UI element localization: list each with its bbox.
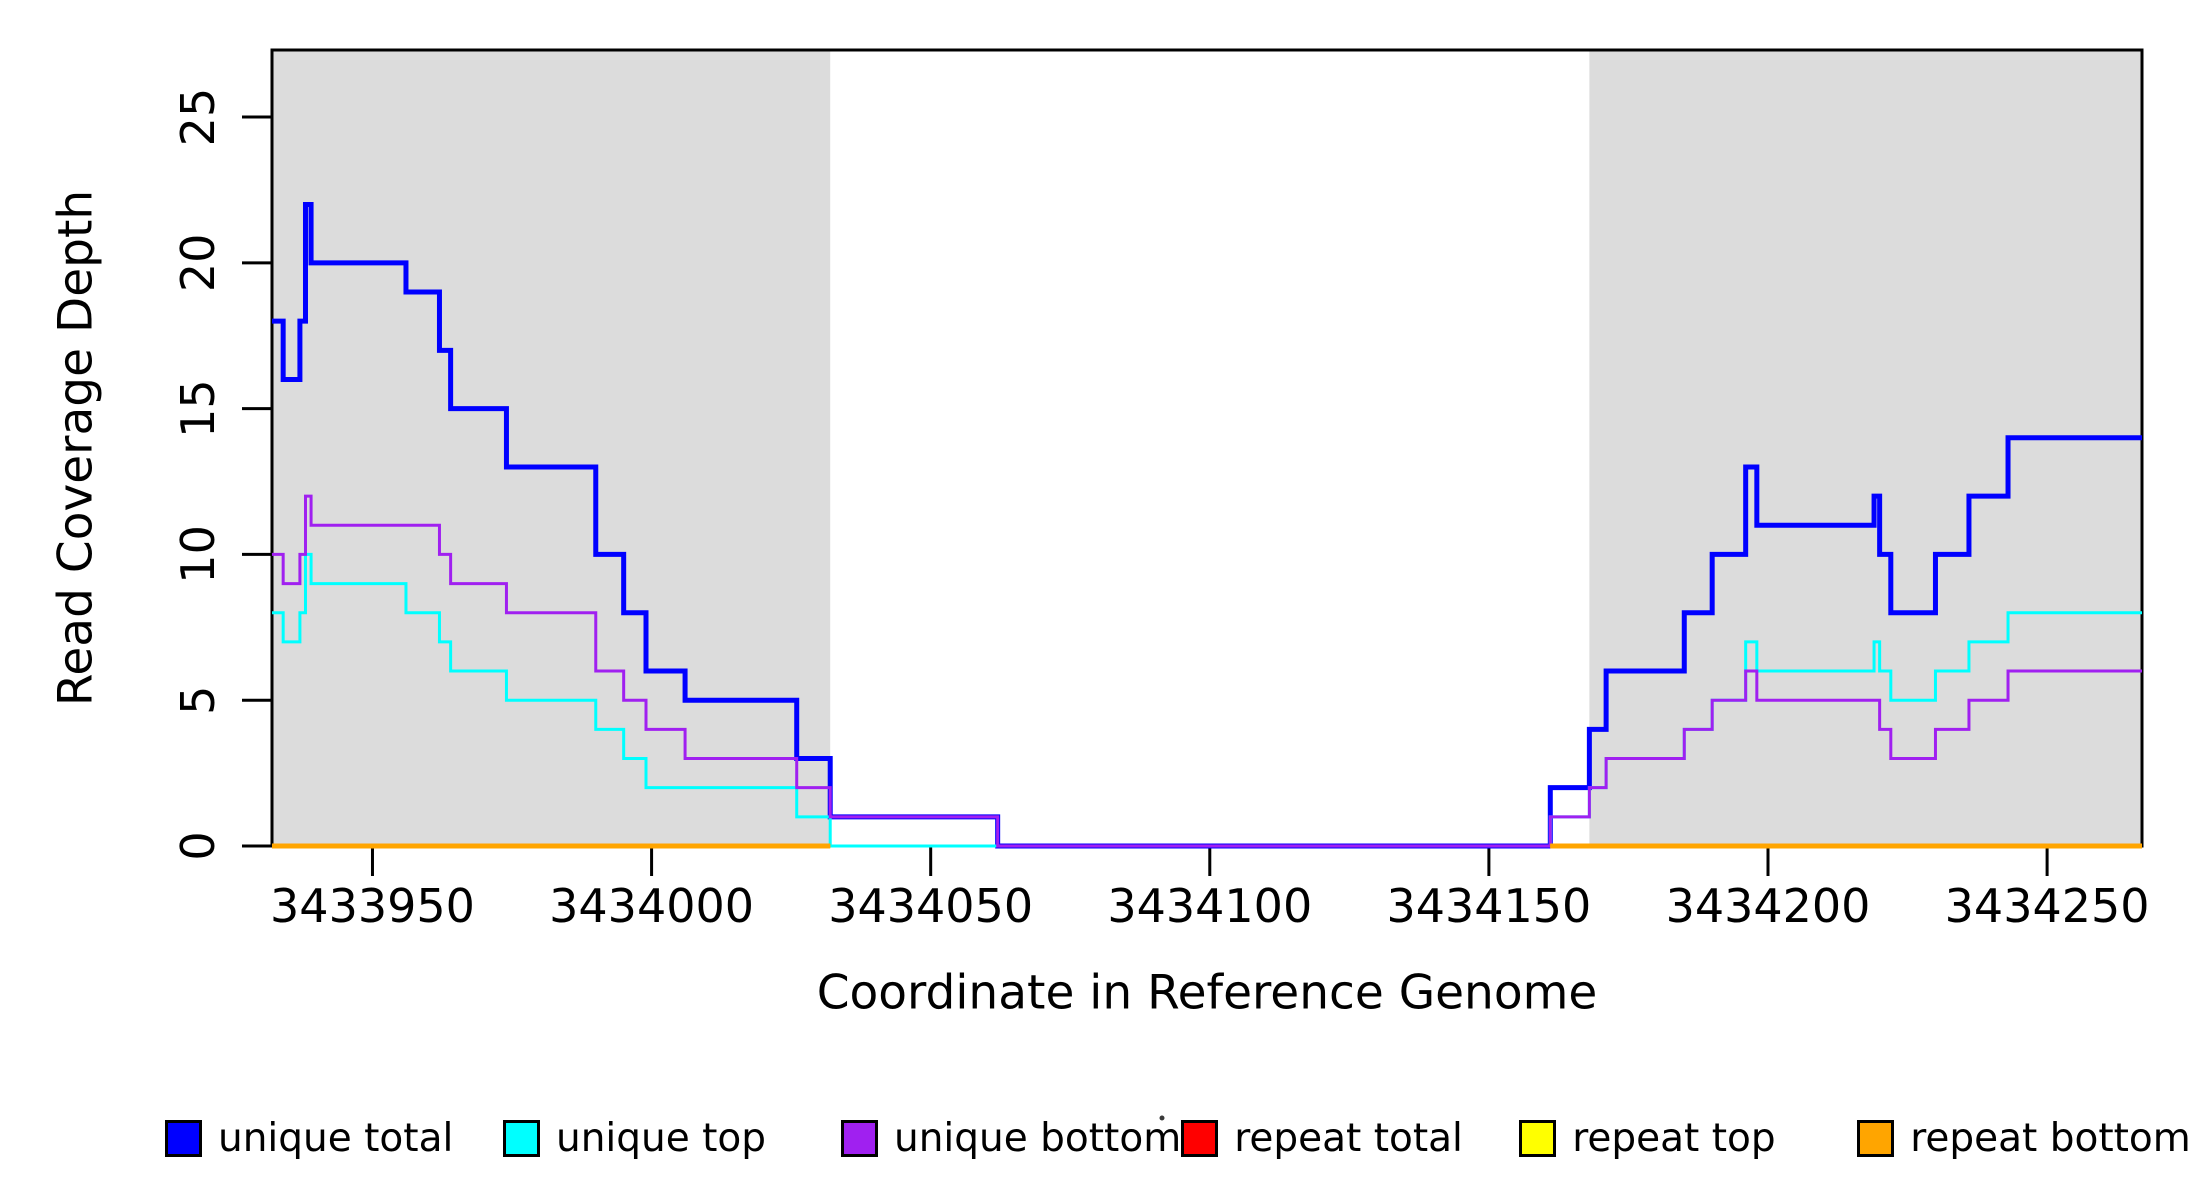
legend-label: unique bottom — [894, 1116, 1182, 1161]
y-tick-label: 20 — [171, 234, 225, 293]
legend-item-repeat-bottom: repeat bottom — [1857, 1116, 2191, 1161]
x-axis-title: Coordinate in Reference Genome — [816, 965, 1598, 1021]
legend-item-unique-total: unique total — [165, 1116, 503, 1161]
legend-label: unique top — [556, 1116, 767, 1161]
legend-label: repeat total — [1234, 1116, 1463, 1161]
legend-item-unique-top: unique top — [503, 1116, 841, 1161]
legend-swatch-icon — [1181, 1120, 1219, 1157]
legend-item-unique-bottom: unique bottom — [841, 1116, 1181, 1161]
legend-item-repeat-total: repeat total — [1181, 1116, 1519, 1161]
legend-swatch-icon — [1857, 1120, 1895, 1157]
x-tick-label: 3434000 — [549, 879, 754, 933]
speck-artifact — [1159, 1115, 1165, 1121]
legend-swatch-icon — [503, 1120, 540, 1157]
shaded-region — [1589, 50, 2142, 846]
y-tick-label: 25 — [171, 88, 225, 147]
x-tick-label: 3434050 — [828, 879, 1033, 933]
legend-label: unique total — [218, 1116, 454, 1161]
x-tick-label: 3434150 — [1386, 879, 1591, 933]
shaded-region — [272, 50, 831, 846]
x-tick-label: 3434250 — [1945, 879, 2150, 933]
legend: unique total unique top unique bottom repea… — [165, 1116, 2200, 1161]
y-axis-title: Read Coverage Depth — [48, 189, 104, 707]
y-tick-label: 5 — [171, 686, 225, 715]
y-tick-label: 15 — [171, 379, 225, 438]
y-tick-label: 0 — [171, 831, 225, 860]
series-line-unique-bottom — [272, 494, 2142, 848]
x-tick-label: 3434100 — [1107, 879, 1312, 933]
legend-swatch-icon — [165, 1120, 202, 1157]
legend-label: repeat top — [1572, 1116, 1776, 1161]
legend-item-repeat-top: repeat top — [1519, 1116, 1857, 1161]
legend-label: repeat bottom — [1910, 1116, 2191, 1161]
x-tick-label: 3433950 — [270, 879, 475, 933]
legend-swatch-icon — [1519, 1120, 1557, 1157]
legend-swatch-icon — [841, 1120, 878, 1157]
y-tick-label: 10 — [171, 525, 225, 584]
x-tick-label: 3434200 — [1666, 879, 1871, 933]
